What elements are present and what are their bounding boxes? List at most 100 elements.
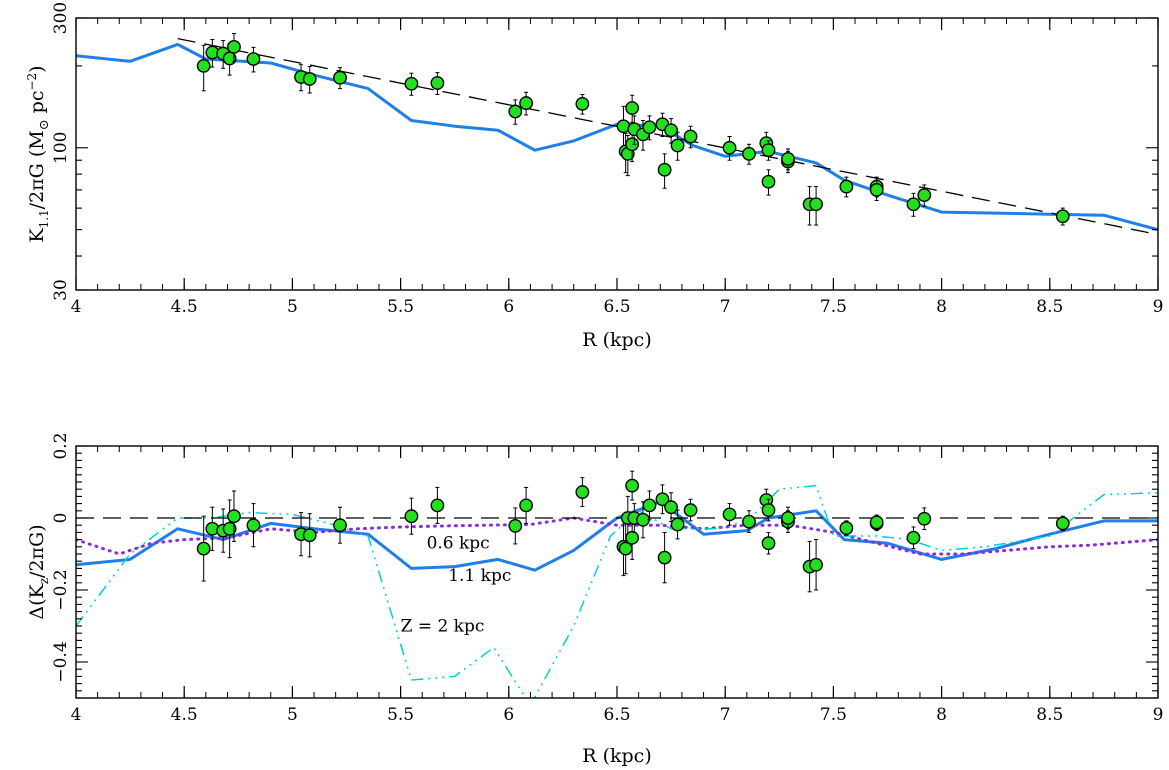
data-point xyxy=(906,530,921,545)
data-point xyxy=(246,52,261,66)
x-tick-label: 6 xyxy=(503,297,514,317)
bottom-panel-ticks: 4 4.5 5 5.5 6 6.5 7 7.5 8 8.5 9 0.2 0 −0.2 −0.4 xyxy=(51,432,1163,725)
data-point xyxy=(917,188,932,202)
data-point xyxy=(430,498,445,513)
data-point xyxy=(781,152,795,166)
y-tick-label: 0 xyxy=(51,513,71,524)
model-line xyxy=(76,42,1158,232)
data-point xyxy=(196,58,211,73)
bottom-panel-series xyxy=(76,470,1158,698)
data-point xyxy=(742,514,756,529)
x-tick-label: 4.5 xyxy=(171,705,198,725)
data-point xyxy=(839,179,854,194)
top-panel-frame xyxy=(75,17,1159,291)
data-point xyxy=(1055,209,1070,224)
data-point xyxy=(519,498,534,513)
data-point xyxy=(655,492,670,507)
data-point xyxy=(683,503,698,517)
data-point xyxy=(196,541,211,556)
data-point xyxy=(761,174,776,189)
data-point xyxy=(1055,516,1070,531)
x-tick-label: 5.5 xyxy=(387,705,414,725)
y-tick-label: 300 xyxy=(51,2,71,34)
top-panel-ylabel: K1.1/2πG (M⊙ pc−2) xyxy=(25,65,52,242)
annotation-label: 1.1 kpc xyxy=(448,566,511,586)
data-point xyxy=(333,518,347,533)
data-point xyxy=(404,76,419,91)
data-point xyxy=(625,101,640,115)
x-tick-label: 8 xyxy=(936,705,947,725)
x-tick-label: 6.5 xyxy=(603,297,630,317)
bottom-panel: 4 4.5 5 5.5 6 6.5 7 7.5 8 8.5 9 0.2 0 −0.2 −0.4 0.6 kp… xyxy=(26,432,1163,767)
data-point xyxy=(302,72,317,86)
data-point xyxy=(809,557,823,572)
data-point xyxy=(642,120,657,135)
data-point xyxy=(642,498,657,513)
data-point xyxy=(839,521,854,535)
x-tick-label: 6 xyxy=(503,705,514,725)
data-point xyxy=(869,515,884,530)
x-tick-label: 8.5 xyxy=(1036,705,1063,725)
x-tick-label: 4 xyxy=(71,705,82,725)
x-tick-label: 7.5 xyxy=(820,705,847,725)
data-point xyxy=(625,530,640,545)
y-tick-label: 30 xyxy=(51,279,71,301)
data-point xyxy=(404,509,419,524)
data-point xyxy=(625,137,640,152)
data-point xyxy=(742,146,756,161)
data-point xyxy=(625,478,640,493)
y-tick-label: −0.4 xyxy=(51,641,71,682)
x-tick-label: 4.5 xyxy=(171,297,198,317)
data-point xyxy=(761,503,776,517)
model-dotted-line xyxy=(76,516,1158,556)
top-panel-xlabel: R (kpc) xyxy=(582,329,652,351)
data-point xyxy=(657,550,672,565)
data-point xyxy=(575,96,590,111)
data-point xyxy=(222,521,237,536)
data-point xyxy=(575,485,590,499)
x-tick-label: 6.5 xyxy=(603,705,630,725)
bottom-panel-xlabel: R (kpc) xyxy=(582,745,652,766)
x-tick-label: 7 xyxy=(720,297,731,317)
data-point xyxy=(809,197,823,212)
data-point xyxy=(906,197,921,212)
y-tick-label: −0.2 xyxy=(51,569,71,610)
series-lines xyxy=(76,37,1158,236)
reference-dashed-line xyxy=(177,37,1158,236)
x-tick-label: 7.5 xyxy=(820,297,847,317)
data-point xyxy=(869,183,884,197)
top-panel-ticks: 4 4.5 5 5.5 6 6.5 7 7.5 8 8.5 9 30 100 300 xyxy=(51,2,1163,317)
y-tick-label: 100 xyxy=(51,132,71,164)
data-point xyxy=(683,129,698,144)
data-point xyxy=(430,76,445,90)
data-point xyxy=(227,509,241,524)
data-point xyxy=(917,511,932,526)
x-tick-label: 4 xyxy=(71,297,82,317)
bottom-panel-ylabel: Δ(Kz/2πG) xyxy=(26,524,51,619)
data-point xyxy=(722,507,737,522)
annotation-label: 0.6 kpc xyxy=(427,534,490,554)
annotation-label: Z = 2 kpc xyxy=(401,616,485,636)
y-tick-label: 0.2 xyxy=(51,432,71,459)
data-point xyxy=(664,123,678,138)
data-points xyxy=(196,33,1070,226)
data-point xyxy=(781,511,795,525)
x-tick-label: 8.5 xyxy=(1036,297,1063,317)
top-panel-series xyxy=(76,33,1158,236)
data-point xyxy=(302,528,317,543)
top-panel: 4 4.5 5 5.5 6 6.5 7 7.5 8 8.5 9 30 100 300 R (kpc) K1… xyxy=(25,2,1163,351)
bottom-panel-annotations: 0.6 kpc 1.1 kpc Z = 2 kpc xyxy=(401,534,512,637)
data-point xyxy=(636,512,650,527)
data-point xyxy=(670,517,685,532)
x-tick-label: 5.5 xyxy=(387,297,414,317)
x-tick-label: 5 xyxy=(287,297,298,317)
data-point xyxy=(508,519,523,533)
data-point xyxy=(657,162,672,177)
data-point xyxy=(519,96,534,110)
x-tick-label: 9 xyxy=(1153,705,1164,725)
data-point xyxy=(664,500,678,515)
x-tick-label: 9 xyxy=(1153,297,1164,317)
data-point xyxy=(246,518,261,533)
data-point xyxy=(722,140,737,155)
